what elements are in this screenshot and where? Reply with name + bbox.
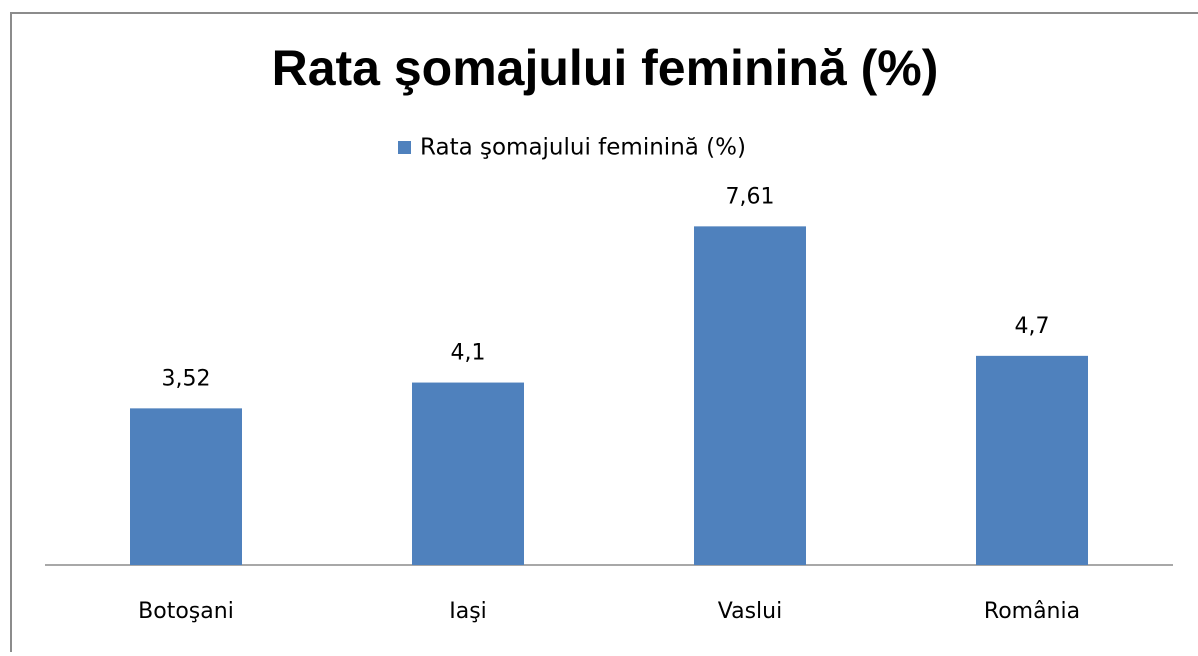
legend-swatch <box>398 141 411 154</box>
x-tick-label: România <box>984 599 1080 624</box>
x-tick-label: Botoşani <box>138 599 234 624</box>
bar <box>976 355 1088 565</box>
data-label: 7,61 <box>726 184 775 209</box>
bar <box>694 226 806 566</box>
x-tick-label: Vaslui <box>718 599 782 624</box>
bar <box>130 408 242 565</box>
bar <box>412 382 524 565</box>
legend-label: Rata şomajului feminină (%) <box>420 135 746 161</box>
data-label: 3,52 <box>162 366 211 391</box>
data-label: 4,7 <box>1015 314 1050 339</box>
x-tick-label: Iaşi <box>449 599 487 624</box>
chart-title: Rata şomajului feminină (%) <box>272 40 939 96</box>
data-label: 4,1 <box>451 341 486 366</box>
